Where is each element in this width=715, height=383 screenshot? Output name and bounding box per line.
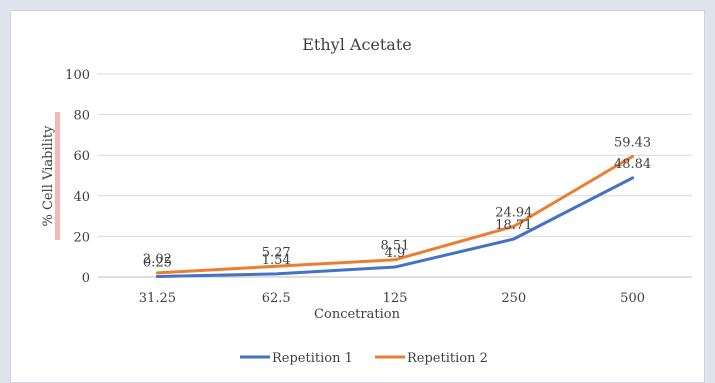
y-axis-label: % Cell Viability xyxy=(41,125,56,227)
gridlines xyxy=(98,73,692,278)
legend: Repetition 1 Repetition 2 xyxy=(240,351,488,366)
data-label: 5.27 xyxy=(262,245,291,260)
chart-frame xyxy=(10,10,705,383)
x-tick-label: 250 xyxy=(501,291,526,306)
y-tick-label: 0 xyxy=(82,271,90,286)
x-tick-label: 125 xyxy=(383,291,408,306)
data-label: 59.43 xyxy=(614,135,651,150)
legend-label: Repetition 1 xyxy=(272,351,353,366)
y-tick-label: 40 xyxy=(73,190,90,205)
data-label: 2.02 xyxy=(143,252,172,267)
series-line-1 xyxy=(155,176,635,278)
y-tick-label: 80 xyxy=(73,109,90,124)
x-tick-label: 31.25 xyxy=(139,291,176,306)
data-label: 1.54 xyxy=(262,253,291,268)
data-label: 24.94 xyxy=(495,205,532,220)
data-label: 48.84 xyxy=(614,157,651,172)
data-labels: 0.25 1.54 4.9 18.71 48.84 2.02 5.27 8.51 24.94 59… xyxy=(143,135,651,270)
series-lines xyxy=(155,154,635,278)
x-tick-label: 62.5 xyxy=(262,291,291,306)
ylabel-highlight xyxy=(55,112,60,240)
data-label: 4.9 xyxy=(385,246,406,261)
y-tick-labels: 0 20 40 60 80 100 xyxy=(65,68,90,286)
chart-title: Ethyl Acetate xyxy=(302,35,412,54)
y-tick-label: 60 xyxy=(73,149,90,164)
data-label: 18.71 xyxy=(495,218,532,233)
x-axis-label: Concetration xyxy=(314,307,401,322)
legend-label: Repetition 2 xyxy=(407,351,488,366)
data-label: 8.51 xyxy=(381,239,410,254)
data-label: 0.25 xyxy=(143,255,172,270)
y-tick-label: 100 xyxy=(65,68,90,83)
x-tick-labels: 31.25 62.5 125 250 500 xyxy=(139,291,645,306)
y-tick-label: 20 xyxy=(73,230,90,245)
x-tick-label: 500 xyxy=(620,291,645,306)
